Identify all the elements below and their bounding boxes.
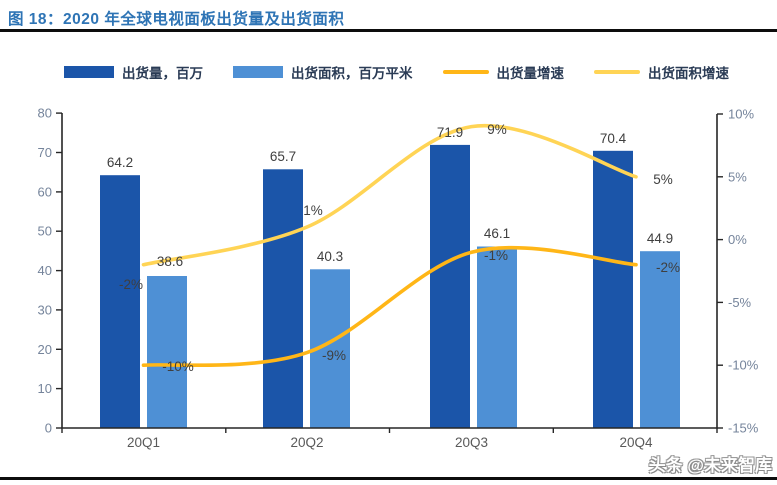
bar-shipments-20q3 (430, 144, 470, 428)
bar-series-area (147, 246, 680, 428)
axis-right-tick-label: 5% (728, 169, 747, 184)
axis-left-tick-label: 10 (38, 381, 52, 396)
point-label: 5% (653, 172, 673, 187)
axis-right-tick-label: -15% (728, 421, 759, 436)
bar-value-label: 71.9 (437, 125, 463, 140)
point-label: -2% (119, 277, 143, 292)
axis-left-tick-label: 30 (38, 302, 52, 317)
legend-light-bar-swatch-icon (233, 66, 283, 78)
bar-shipments-20q4 (593, 150, 633, 429)
point-label: -1% (484, 248, 508, 263)
legend-label: 出货面积，百万平米 (291, 66, 413, 81)
bar-shipments-20q2 (263, 169, 303, 429)
axis-left-tick-label: 20 (38, 342, 52, 357)
point-label: -10% (162, 359, 194, 374)
point-labels-area-growth: -2% 1% 9% 5% (119, 122, 673, 292)
legend-item-shipments-growth: 出货量增速 (442, 62, 565, 82)
legend-label: 出货量，百万 (122, 66, 203, 81)
axis-tick-marks (56, 112, 723, 433)
point-label: 1% (303, 203, 323, 218)
figure-title: 图 18：2020 年全球电视面板出货量及出货面积 (8, 11, 345, 28)
bar-shipments-20q1 (100, 175, 140, 428)
bar-series-shipments (100, 144, 633, 429)
bar-value-label: 40.3 (317, 249, 343, 264)
line-shipments-growth (141, 245, 638, 368)
bottom-divider (0, 477, 777, 480)
bar-value-label: 44.9 (647, 231, 673, 246)
bar-value-label: 65.7 (270, 149, 296, 164)
bar-value-label: 46.1 (484, 226, 510, 241)
legend-item-shipments: 出货量，百万 (64, 62, 203, 82)
axis-right-tick-label: 10% (728, 107, 754, 122)
category-label: 20Q3 (455, 435, 488, 450)
legend-label: 出货量增速 (496, 66, 565, 81)
legend-label: 出货面积增速 (648, 66, 729, 81)
axis-category-labels: 20Q1 20Q2 20Q3 20Q4 (127, 435, 653, 450)
axis-left-tick-label: 60 (38, 184, 52, 199)
legend-orange-line-swatch-icon (442, 70, 489, 74)
bar-area-20q4 (640, 251, 680, 428)
point-label: -9% (322, 348, 346, 363)
legend-yellow-line-swatch-icon (594, 70, 640, 74)
axis-left-tick-label: 40 (38, 263, 52, 278)
axis-left-tick-label: 50 (38, 224, 52, 239)
point-label: 9% (487, 122, 507, 137)
legend-item-area: 出货面积，百万平米 (233, 62, 413, 82)
legend-dark-bar-swatch-icon (64, 66, 114, 78)
axis-left-tick-label: 70 (38, 145, 52, 160)
axis-left-tick-labels: 0 10 20 30 40 50 60 70 80 (38, 106, 52, 436)
bar-value-label: 70.4 (600, 131, 627, 146)
axis-right-tick-label: -10% (728, 358, 759, 373)
bar-area-20q1 (147, 276, 187, 428)
top-divider (0, 29, 777, 32)
bar-value-label: 64.2 (107, 155, 133, 170)
axis-left-tick-label: 0 (45, 421, 52, 436)
bar-value-labels-area: 38.6 40.3 46.1 44.9 (157, 226, 673, 269)
axis-left-tick-label: 80 (38, 106, 52, 121)
chart-legend: 出货量，百万 出货面积，百万平米 出货量增速 出货面积增速 (64, 62, 764, 82)
bar-value-labels-shipments: 64.2 65.7 71.9 70.4 (107, 125, 627, 170)
point-label: -2% (656, 260, 680, 275)
axis-right-tick-labels: 10% 5% 0% -5% -10% -15% (728, 107, 759, 436)
watermark: 头条 @未来智库 (648, 456, 772, 475)
bar-value-label: 38.6 (157, 254, 183, 269)
line-area-growth (141, 123, 638, 267)
bar-area-20q3 (477, 246, 517, 428)
legend-item-area-growth: 出货面积增速 (594, 62, 729, 82)
axis-right-tick-label: 0% (728, 232, 747, 247)
axis-right-tick-label: -5% (728, 295, 752, 310)
category-label: 20Q4 (619, 435, 653, 450)
category-label: 20Q1 (127, 435, 160, 450)
point-labels-shipments-growth: -10% -9% -1% -2% (162, 248, 680, 374)
category-label: 20Q2 (290, 435, 323, 450)
